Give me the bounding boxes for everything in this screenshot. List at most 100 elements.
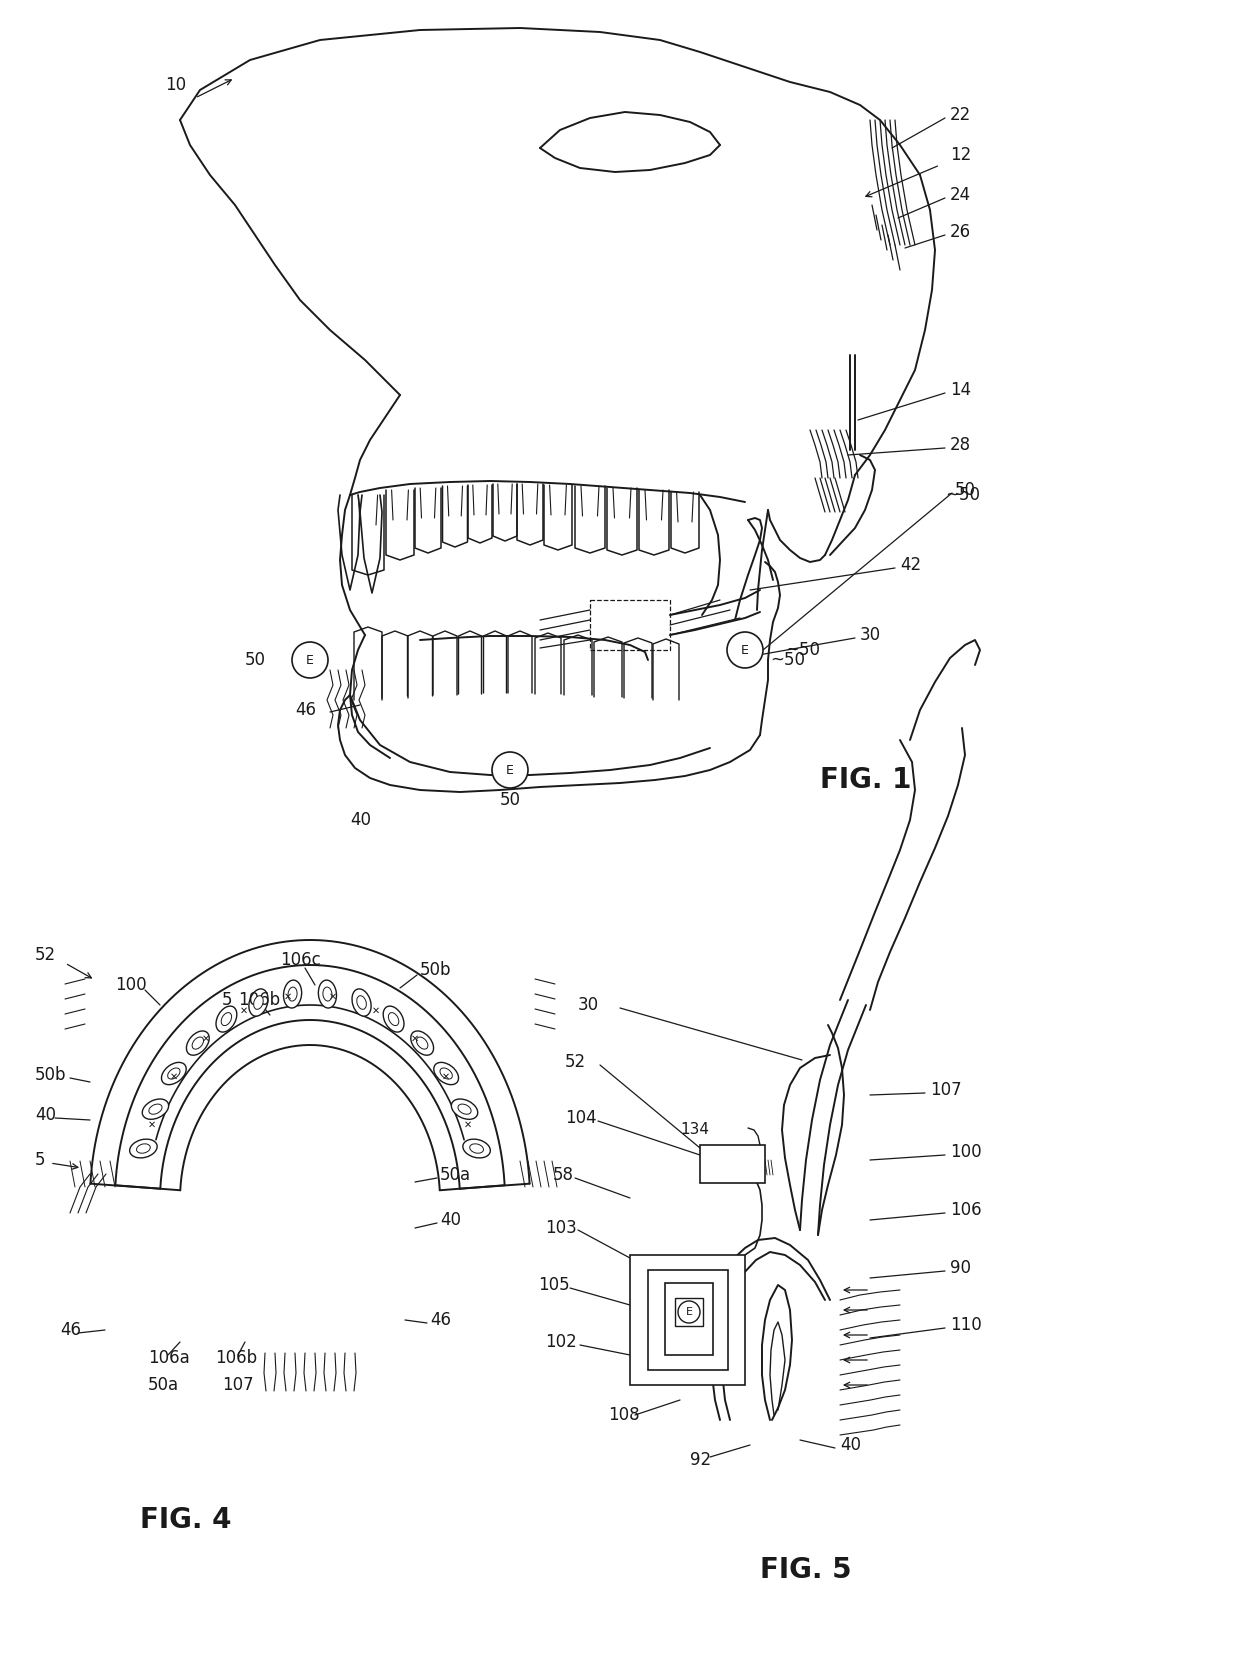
Ellipse shape (352, 990, 371, 1016)
Ellipse shape (383, 1006, 404, 1031)
Ellipse shape (192, 1036, 203, 1050)
Text: E: E (306, 653, 314, 666)
Ellipse shape (319, 980, 336, 1008)
Ellipse shape (357, 996, 366, 1010)
Text: 134: 134 (680, 1123, 709, 1138)
Text: ✕: ✕ (410, 1033, 419, 1043)
Ellipse shape (434, 1063, 459, 1085)
Text: 104: 104 (565, 1110, 596, 1126)
Bar (675, 1298, 703, 1326)
Text: 108: 108 (608, 1406, 640, 1424)
Text: 106b: 106b (238, 991, 280, 1010)
Ellipse shape (254, 996, 263, 1010)
Ellipse shape (410, 1031, 434, 1055)
Text: 105: 105 (538, 1276, 569, 1294)
Text: 5: 5 (35, 1151, 46, 1170)
Text: ✕: ✕ (329, 991, 336, 1001)
Circle shape (678, 1301, 701, 1323)
Text: ✕: ✕ (464, 1120, 472, 1130)
Text: E: E (742, 643, 749, 656)
Ellipse shape (417, 1036, 428, 1050)
Bar (590, 600, 670, 650)
Text: 40: 40 (350, 811, 371, 830)
Text: 110: 110 (950, 1316, 982, 1334)
Text: ✕: ✕ (201, 1033, 210, 1043)
Ellipse shape (458, 1105, 471, 1115)
Text: 52: 52 (565, 1053, 587, 1071)
Text: 28: 28 (950, 436, 971, 455)
Text: 42: 42 (900, 556, 921, 575)
Ellipse shape (249, 990, 268, 1016)
Circle shape (291, 641, 329, 678)
Text: 46: 46 (430, 1311, 451, 1329)
Text: 10: 10 (165, 77, 186, 93)
Text: 40: 40 (839, 1436, 861, 1454)
Ellipse shape (216, 1006, 237, 1031)
Text: ✕: ✕ (372, 1006, 379, 1016)
Text: 5: 5 (222, 991, 233, 1010)
Text: 106: 106 (950, 1201, 982, 1220)
Ellipse shape (322, 986, 332, 1001)
Text: 100: 100 (950, 1143, 982, 1161)
Text: 50b: 50b (35, 1066, 67, 1085)
Ellipse shape (221, 1013, 232, 1026)
Text: ✕: ✕ (170, 1073, 177, 1083)
Text: 106c: 106c (280, 951, 321, 970)
Ellipse shape (161, 1063, 186, 1085)
Circle shape (727, 631, 763, 668)
Text: 30: 30 (861, 626, 882, 645)
Text: 26: 26 (950, 223, 971, 242)
Bar (630, 1254, 745, 1384)
Text: 106a: 106a (148, 1349, 190, 1368)
Ellipse shape (130, 1140, 157, 1158)
Text: ~50: ~50 (785, 641, 820, 660)
Text: 24: 24 (950, 187, 971, 203)
Text: ~50: ~50 (945, 486, 980, 505)
Text: ✕: ✕ (284, 991, 291, 1001)
Text: 12: 12 (950, 147, 971, 163)
Text: 100: 100 (115, 976, 146, 995)
Text: 90: 90 (950, 1259, 971, 1278)
Ellipse shape (143, 1100, 169, 1120)
Text: 50: 50 (500, 791, 521, 810)
Ellipse shape (136, 1145, 150, 1153)
Text: 50: 50 (955, 481, 976, 500)
Text: FIG. 4: FIG. 4 (140, 1506, 232, 1534)
Text: FIG. 5: FIG. 5 (760, 1556, 852, 1584)
Text: 30: 30 (578, 996, 599, 1015)
Text: ~50: ~50 (770, 651, 805, 670)
Text: 50: 50 (246, 651, 267, 670)
Text: 40: 40 (35, 1106, 56, 1125)
Circle shape (492, 751, 528, 788)
Bar (701, 1145, 765, 1183)
Bar (649, 1269, 728, 1369)
Text: ✕: ✕ (241, 1006, 248, 1016)
Ellipse shape (388, 1013, 399, 1026)
Text: ✕: ✕ (443, 1073, 450, 1083)
Text: 106b: 106b (215, 1349, 257, 1368)
Text: 14: 14 (950, 382, 971, 398)
Text: 102: 102 (546, 1333, 577, 1351)
Ellipse shape (463, 1140, 490, 1158)
Ellipse shape (186, 1031, 210, 1055)
Text: 50: 50 (640, 1371, 661, 1389)
Text: E: E (506, 763, 513, 776)
Text: 22: 22 (950, 107, 971, 123)
Text: FIG. 1: FIG. 1 (820, 766, 911, 795)
Text: 52: 52 (35, 946, 56, 965)
Bar (665, 1283, 713, 1354)
Text: 58: 58 (553, 1166, 574, 1185)
Text: 92: 92 (689, 1451, 711, 1469)
Text: 103: 103 (546, 1220, 577, 1236)
Text: 107: 107 (222, 1376, 254, 1394)
Text: 50b: 50b (420, 961, 451, 980)
Text: E: E (686, 1308, 692, 1318)
Ellipse shape (440, 1068, 453, 1080)
Ellipse shape (451, 1100, 477, 1120)
Text: 40: 40 (440, 1211, 461, 1230)
Text: 46: 46 (60, 1321, 81, 1339)
Ellipse shape (149, 1105, 162, 1115)
Text: 107: 107 (930, 1081, 962, 1100)
Text: 50a: 50a (148, 1376, 179, 1394)
Text: 46: 46 (295, 701, 316, 720)
